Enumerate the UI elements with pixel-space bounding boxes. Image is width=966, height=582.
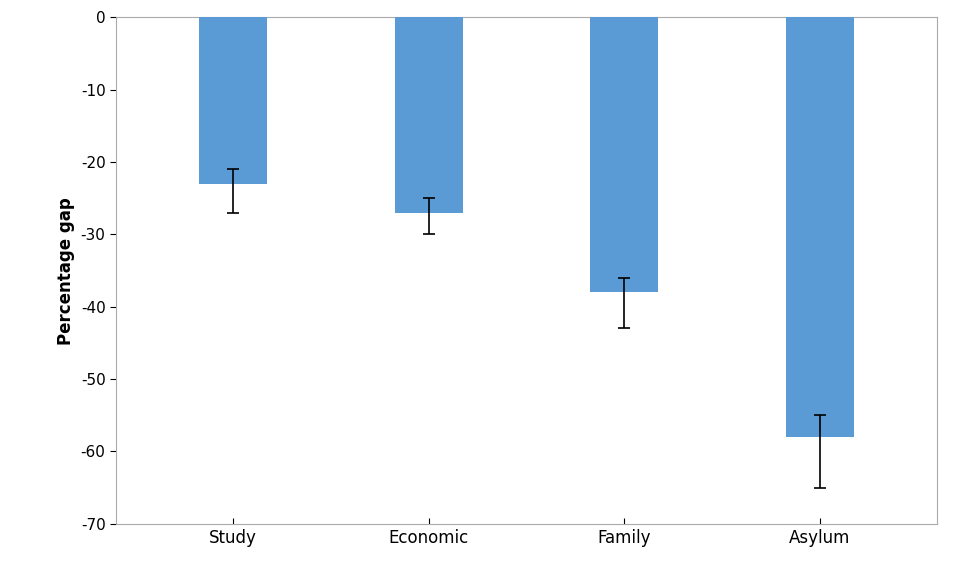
Bar <box>785 17 854 437</box>
Bar <box>199 17 268 184</box>
Bar <box>394 17 463 213</box>
Y-axis label: Percentage gap: Percentage gap <box>57 197 75 345</box>
Bar <box>590 17 659 292</box>
